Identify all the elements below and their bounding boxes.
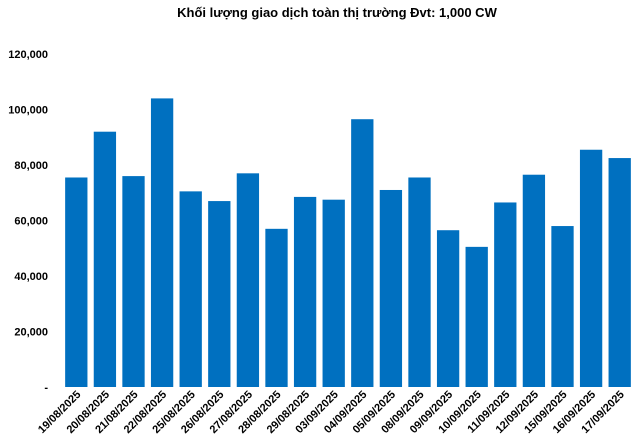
bar [93, 131, 117, 387]
y-tick-label: 100,000 [8, 105, 48, 117]
y-tick-label: 20,000 [14, 327, 48, 339]
bar [408, 177, 431, 387]
bar [608, 158, 631, 387]
bar [465, 246, 488, 387]
bar [150, 98, 174, 388]
bar [179, 191, 202, 387]
bar [208, 201, 231, 387]
bar [293, 196, 317, 387]
x-axis: 19/08/202520/08/202521/08/202522/08/2025… [36, 389, 627, 436]
bar [436, 230, 460, 387]
bar [122, 176, 145, 387]
y-tick-label: 40,000 [14, 271, 48, 283]
y-tick-label: - [44, 382, 48, 394]
y-axis: - 20,000 40,000 60,000 80,000 100,000 120,000 [8, 49, 48, 394]
y-tick-label: 60,000 [14, 216, 48, 228]
bar [351, 119, 374, 388]
bar [522, 174, 546, 387]
bar [265, 228, 288, 387]
bar [494, 202, 517, 387]
bar [236, 173, 260, 387]
chart-title: Khối lượng giao dịch toàn thị trường Đvt… [177, 5, 497, 20]
bar [579, 149, 603, 387]
y-tick-label: 80,000 [14, 160, 48, 172]
bars [65, 98, 631, 388]
bar [65, 177, 88, 387]
bar [379, 189, 403, 387]
y-tick-label: 120,000 [8, 49, 48, 61]
bar [322, 199, 345, 387]
bar [551, 226, 574, 387]
